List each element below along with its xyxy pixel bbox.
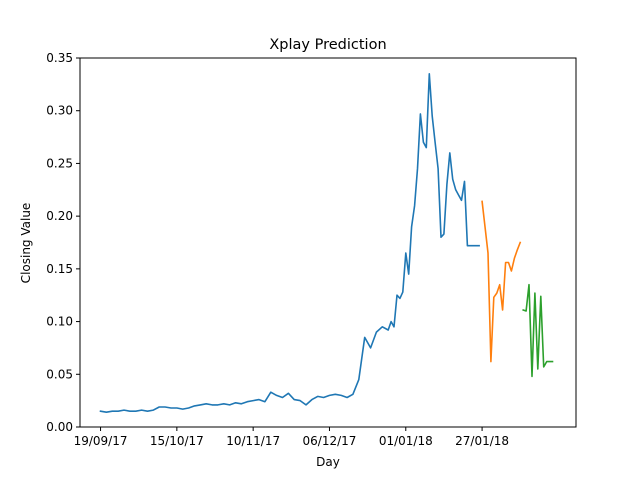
x-tick-label: 01/01/18 (379, 434, 433, 448)
y-tick-label: 0.00 (46, 420, 73, 434)
series-layer (99, 73, 554, 414)
y-tick-label: 0.30 (46, 104, 73, 118)
y-tick-label: 0.05 (46, 367, 73, 381)
x-tick-label: 06/12/17 (303, 434, 357, 448)
y-tick-label: 0.20 (46, 209, 73, 223)
y-tick-label: 0.15 (46, 262, 73, 276)
x-axis-title: Day (316, 455, 340, 469)
x-tick-label: 10/11/17 (226, 434, 280, 448)
series-line-2 (481, 200, 522, 363)
x-tick-label: 27/01/18 (455, 434, 509, 448)
series-line-1 (99, 73, 480, 414)
y-tick-label: 0.25 (46, 156, 73, 170)
plot-area (79, 57, 577, 428)
x-axis: 19/09/17 15/10/17 10/11/17 06/12/17 01/01/18… (74, 427, 509, 448)
x-tick-label: 15/10/17 (150, 434, 204, 448)
y-axis-title: Closing Value (19, 203, 33, 284)
chart-title: Xplay Prediction (269, 37, 386, 53)
y-tick-label: 0.10 (46, 315, 73, 329)
series-line-3 (522, 283, 554, 378)
x-tick-label: 19/09/17 (74, 434, 128, 448)
y-axis: 0.00 0.05 0.10 0.15 0.20 0.25 0.30 0.35 (46, 51, 80, 434)
y-tick-label: 0.35 (46, 51, 73, 65)
